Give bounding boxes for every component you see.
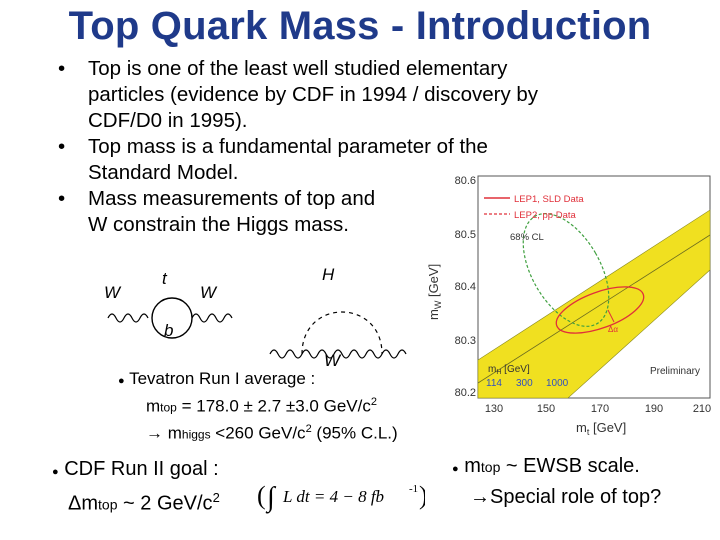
bullet-line: CDF/D0 in 1995). bbox=[88, 109, 248, 132]
cdf-title: CDF Run II goal : bbox=[64, 458, 219, 480]
x-tick: 210 bbox=[693, 403, 711, 415]
w-right-propagator bbox=[191, 313, 233, 323]
ewsb-block: ● mtop ~ EWSB scale. →Special role of to… bbox=[452, 452, 661, 511]
tevatron-higgs-sup: 2 bbox=[305, 422, 312, 435]
paren-right: ) bbox=[419, 481, 425, 510]
feyn-w-bottom: W bbox=[324, 351, 342, 368]
bullet-line: Top is one of the least well studied ele… bbox=[88, 57, 508, 80]
tevatron-higgs-value: <260 GeV/c bbox=[210, 423, 306, 443]
mh-value-114: 114 bbox=[486, 378, 502, 389]
cdf-top-sub: top bbox=[98, 496, 118, 513]
bullet-dot: • bbox=[58, 187, 66, 210]
cdf-line2: Δmtop ~ 2 GeV/c2 bbox=[52, 485, 220, 518]
tevatron-title: Tevatron Run I average : bbox=[129, 369, 316, 388]
cdf-sup: 2 bbox=[212, 490, 220, 505]
cdf-delta: Δm bbox=[68, 492, 99, 515]
y-tick: 80.5 bbox=[455, 229, 476, 241]
y-tick: 80.6 bbox=[455, 175, 476, 187]
tevatron-arrow: → m bbox=[146, 423, 182, 443]
tevatron-value: = 178.0 ± 2.7 ±3.0 GeV/c bbox=[176, 396, 371, 416]
legend-lep1: LEP1, SLD Data bbox=[514, 194, 584, 205]
bullet-item: • Top is one of the least well studied e… bbox=[58, 56, 658, 134]
ewsb-bullet: ● bbox=[452, 463, 459, 475]
y-tick: 80.3 bbox=[455, 335, 476, 347]
lumi-text: L dt = 4 − 8 fb bbox=[282, 487, 384, 506]
preliminary-label: Preliminary bbox=[650, 366, 700, 377]
delta-alpha-arrow bbox=[607, 309, 615, 323]
page-title: Top Quark Mass - Introduction bbox=[68, 4, 652, 48]
tevatron-m: m bbox=[146, 396, 161, 416]
legend-cl: 68% CL bbox=[510, 232, 544, 243]
feyn-t: t bbox=[162, 269, 168, 288]
feyn-w-right: W bbox=[200, 283, 218, 302]
luminosity-formula: ( ∫ L dt = 4 − 8 fb -1 ) bbox=[257, 481, 425, 514]
bullet-line: Standard Model. bbox=[88, 161, 239, 184]
feyn-w-left: W bbox=[104, 283, 122, 302]
mw-mt-plot: LEP1, SLD Data LEP2, pp Data 68% CL Δα m… bbox=[426, 175, 711, 437]
mh-value-1000: 1000 bbox=[546, 378, 569, 389]
x-axis-label: mt [GeV] bbox=[576, 420, 626, 437]
legend-lep2: LEP2, pp Data bbox=[514, 210, 577, 221]
higgs-band bbox=[477, 209, 711, 399]
lep2-pp-contour bbox=[555, 286, 645, 334]
cdf-line1: ● CDF Run II goal : bbox=[52, 456, 220, 485]
tevatron-line3: → mhiggs <260 GeV/c2 (95% C.L.) bbox=[118, 419, 398, 446]
bullet-dot: • bbox=[58, 57, 66, 80]
bullet-list: • Top is one of the least well studied e… bbox=[58, 56, 658, 238]
ewsb-m: m bbox=[464, 455, 481, 477]
cdf-bullet: ● bbox=[52, 466, 59, 478]
w-higgs-propagator bbox=[269, 349, 407, 359]
feyn-h: H bbox=[322, 268, 335, 284]
bullet-item: • Mass measurements of top and W constra… bbox=[58, 186, 658, 238]
feyn-b: b bbox=[164, 321, 173, 340]
cdf-block: ● CDF Run II goal : Δmtop ~ 2 GeV/c2 bbox=[52, 456, 220, 518]
tevatron-top-sub: top bbox=[160, 400, 177, 415]
tevatron-sup: 2 bbox=[370, 396, 377, 408]
feynman-diagrams: W t W b H W bbox=[104, 268, 407, 368]
ewsb-line2: →Special role of top? bbox=[470, 486, 662, 508]
higgs-loop bbox=[301, 311, 383, 355]
x-tick: 150 bbox=[537, 403, 555, 415]
tevatron-line2: mtop = 178.0 ± 2.7 ±3.0 GeV/c2 bbox=[118, 392, 398, 419]
integral-sign: ∫ bbox=[265, 482, 277, 514]
y-tick: 80.2 bbox=[455, 387, 476, 399]
bullet-dot: • bbox=[58, 135, 66, 158]
tevatron-higgs-sub: higgs bbox=[181, 427, 211, 442]
delta-alpha-label: Δα bbox=[608, 325, 618, 334]
bullet-item: • Top mass is a fundamental parameter of… bbox=[58, 134, 658, 186]
tevatron-cl: (95% C.L.) bbox=[311, 423, 398, 443]
x-tick: 130 bbox=[485, 403, 503, 415]
tevatron-bullet: ● bbox=[118, 375, 125, 387]
y-tick: 80.4 bbox=[455, 281, 476, 293]
mh-value-300: 300 bbox=[516, 378, 533, 389]
y-axis-label: mW [GeV] bbox=[426, 264, 443, 320]
band-edge-line bbox=[477, 234, 711, 384]
mh-label: mH [GeV] bbox=[488, 364, 530, 376]
ewsb-top-sub: top bbox=[480, 459, 501, 475]
x-tick: 190 bbox=[645, 403, 663, 415]
bullet-line: particles (evidence by CDF in 1994 / dis… bbox=[88, 83, 539, 106]
lep1-sld-contour bbox=[522, 213, 610, 327]
lumi-sup: -1 bbox=[409, 483, 418, 495]
tevatron-line1: ● Tevatron Run I average : bbox=[118, 368, 398, 392]
x-tick: 170 bbox=[591, 403, 609, 415]
w-left-propagator bbox=[107, 313, 149, 323]
bullet-line: Mass measurements of top and bbox=[88, 187, 376, 210]
paren-left: ( bbox=[257, 481, 266, 510]
bullet-line: Top mass is a fundamental parameter of t… bbox=[88, 135, 488, 158]
ewsb-scale: ~ EWSB scale. bbox=[500, 455, 640, 477]
bullet-line: W constrain the Higgs mass. bbox=[88, 213, 349, 236]
ewsb-line1: ● mtop ~ EWSB scale. bbox=[452, 452, 661, 483]
cdf-value: ~ 2 GeV/c bbox=[117, 492, 213, 515]
tevatron-block: ● Tevatron Run I average : mtop = 178.0 … bbox=[118, 368, 398, 445]
